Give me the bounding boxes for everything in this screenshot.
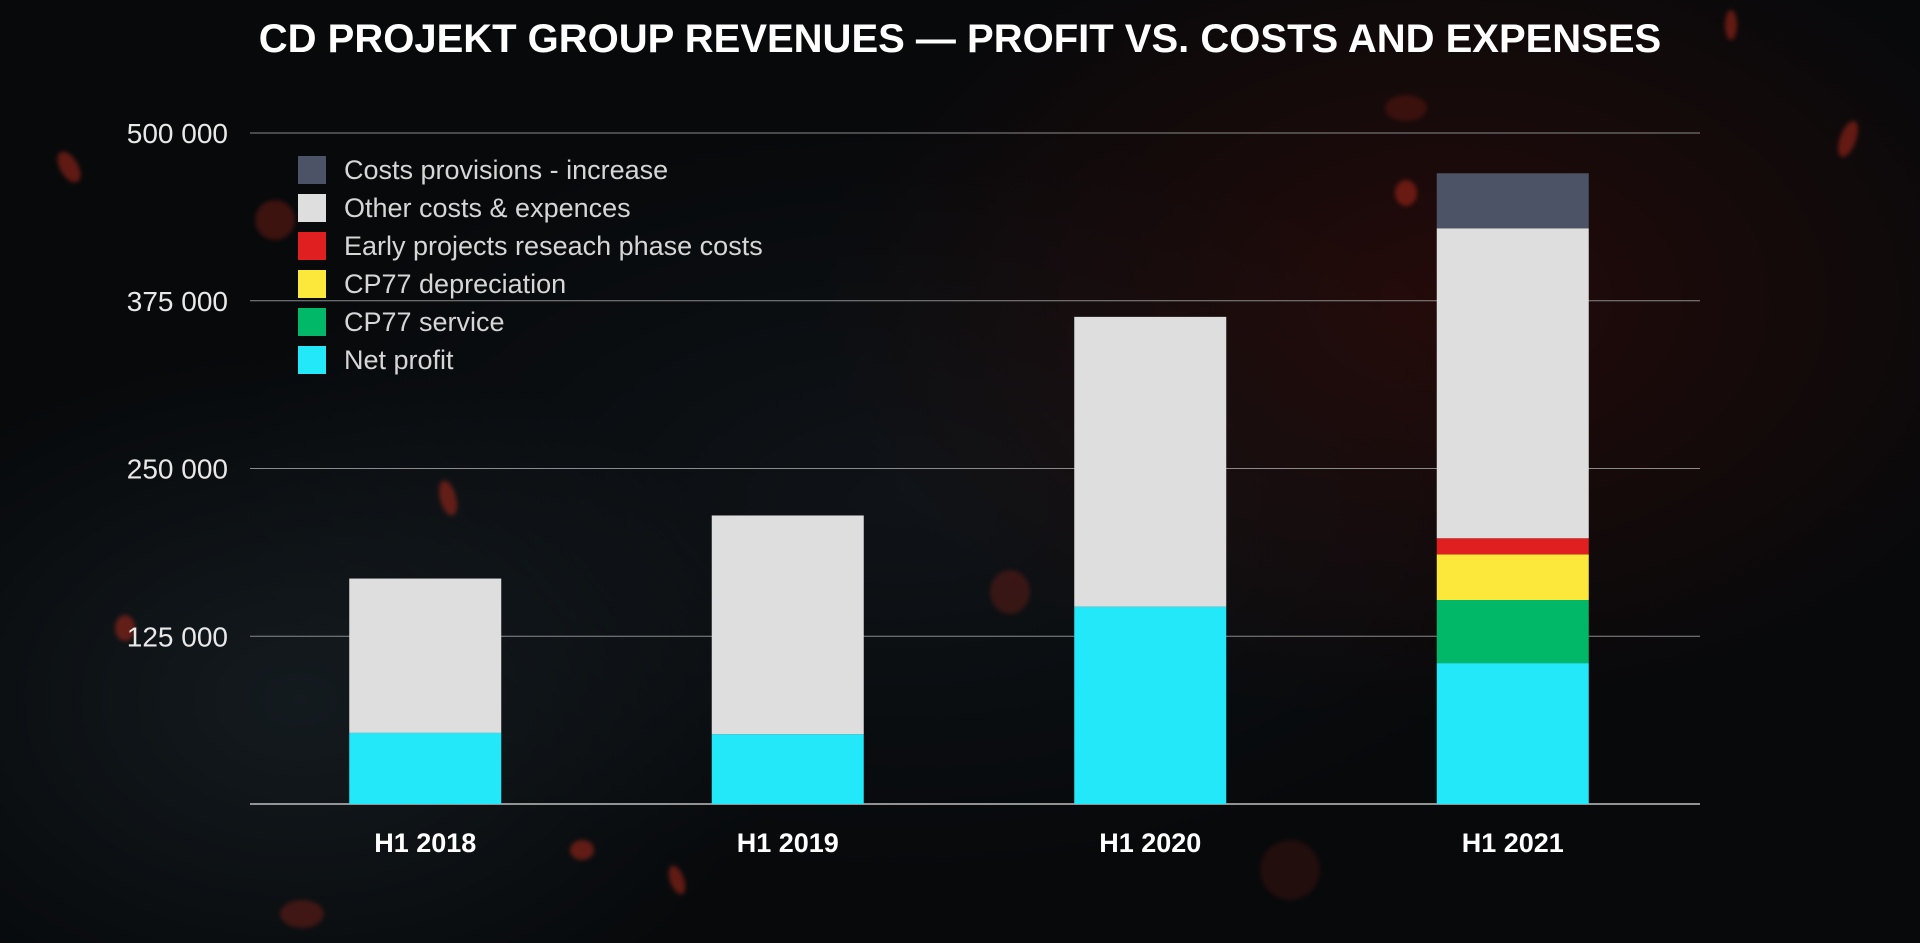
bar-segment <box>1436 538 1589 555</box>
y-tick-label: 250 000 <box>127 454 228 485</box>
chart-title: CD PROJEKT GROUP REVENUES — PROFIT VS. C… <box>259 17 1661 61</box>
x-category-label: H1 2021 <box>1462 828 1564 858</box>
x-category-label: H1 2018 <box>374 828 476 858</box>
legend-label: Other costs & expences <box>344 193 631 223</box>
bar-segment <box>1436 554 1589 601</box>
x-category-label: H1 2020 <box>1099 828 1201 858</box>
y-tick-label: 375 000 <box>127 286 228 317</box>
background-ember <box>115 615 135 641</box>
bar-segment <box>1436 173 1589 229</box>
bar-segment <box>1436 600 1589 664</box>
x-axis-categories: H1 2018 H1 2019 H1 2020 H1 2021 <box>374 828 1564 858</box>
bar-segment <box>349 732 502 804</box>
background-ember <box>990 570 1030 614</box>
background-ember <box>570 840 594 860</box>
bar-segment <box>349 578 502 733</box>
y-tick-label: 125 000 <box>127 621 228 652</box>
bar-segment <box>711 515 864 735</box>
legend-label: Early projects reseach phase costs <box>344 231 763 261</box>
y-tick-label: 500 000 <box>127 118 228 149</box>
y-axis-ticks: 125 000 250 000 375 000 500 000 <box>127 118 228 652</box>
legend-swatch <box>298 232 326 260</box>
legend: Costs provisions - increase Other costs &… <box>298 155 763 375</box>
legend-swatch <box>298 346 326 374</box>
bar-segment <box>1436 663 1589 804</box>
legend-swatch <box>298 156 326 184</box>
legend-label: Costs provisions - increase <box>344 155 668 185</box>
bar-segment <box>1436 228 1589 539</box>
bar-segment <box>1074 316 1227 607</box>
legend-label: CP77 service <box>344 307 505 337</box>
x-category-label: H1 2019 <box>737 828 839 858</box>
background-ember <box>280 900 324 928</box>
bar-segment <box>711 734 864 804</box>
legend-label: Net profit <box>344 345 454 375</box>
legend-swatch <box>298 270 326 298</box>
background-ember <box>1395 180 1417 206</box>
background-ember <box>1260 840 1320 900</box>
background-ember <box>1385 95 1427 121</box>
background-ember <box>1725 10 1737 40</box>
legend-swatch <box>298 194 326 222</box>
bars <box>349 173 1589 804</box>
bar-segment <box>1074 606 1227 804</box>
legend-label: CP77 depreciation <box>344 269 566 299</box>
background-ember <box>255 200 295 240</box>
legend-swatch <box>298 308 326 336</box>
